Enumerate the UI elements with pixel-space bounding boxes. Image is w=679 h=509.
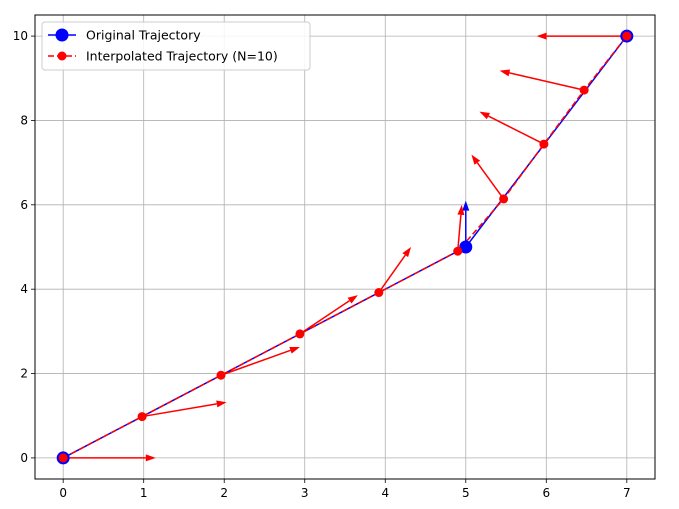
arrow-shaft <box>220 349 291 376</box>
x-tick-label: 5 <box>462 486 470 500</box>
legend-marker <box>57 51 67 61</box>
series-line <box>62 35 628 459</box>
direction-arrow <box>220 346 300 376</box>
plot-frame <box>34 14 656 480</box>
x-tick-label: 7 <box>623 486 631 500</box>
arrow-head <box>289 346 300 354</box>
arrow-head <box>499 69 511 77</box>
arrow-shaft <box>456 214 462 252</box>
arrow-shaft <box>476 162 505 200</box>
legend-label: Interpolated Trajectory (N=10) <box>86 49 278 64</box>
data-point <box>499 194 509 204</box>
arrow-head <box>402 247 412 258</box>
y-tick-label: 8 <box>20 113 28 127</box>
data-point <box>579 85 589 95</box>
data-point <box>216 370 226 380</box>
direction-arrow <box>141 400 227 418</box>
x-tick-label: 0 <box>59 486 67 500</box>
data-point <box>295 329 305 339</box>
data-point <box>622 31 632 41</box>
x-tick-label: 1 <box>140 486 148 500</box>
legend-box <box>41 21 311 71</box>
arrow-head <box>462 200 470 211</box>
arrow-head <box>536 32 547 40</box>
data-point <box>459 240 473 254</box>
direction-arrow <box>499 69 585 91</box>
direction-arrow <box>63 454 156 462</box>
legend-entry: Interpolated Trajectory (N=10) <box>48 49 278 64</box>
direction-arrow <box>471 154 505 200</box>
arrow-shaft <box>509 72 585 91</box>
legend: Original Trajectory Interpolated Trajecto… <box>41 21 311 71</box>
y-tick-label: 6 <box>20 198 28 212</box>
arrow-head <box>347 295 358 304</box>
direction-arrow <box>536 32 627 40</box>
direction-arrow <box>456 204 465 252</box>
legend-marker <box>55 28 69 42</box>
y-tick-label: 10 <box>13 29 28 43</box>
direction-arrow <box>479 111 545 145</box>
direction-arrows <box>63 32 627 462</box>
arrow-shaft <box>378 254 406 293</box>
x-tick-label: 2 <box>220 486 228 500</box>
arrow-head <box>145 454 156 462</box>
arrow-shaft <box>488 115 545 145</box>
direction-arrow <box>378 247 412 293</box>
arrow-shaft <box>141 403 217 418</box>
x-tick-label: 4 <box>381 486 389 500</box>
data-point <box>453 246 463 256</box>
legend-label: Original Trajectory <box>86 28 201 43</box>
y-tick-label: 2 <box>20 367 28 381</box>
direction-arrow <box>299 295 358 335</box>
axis-ticks: 0 1 2 3 4 5 6 7 0 2 4 6 8 10 <box>13 29 631 500</box>
arrow-head <box>471 154 481 165</box>
arrow-head <box>457 204 465 216</box>
arrow-head <box>479 111 490 120</box>
y-tick-label: 4 <box>20 282 28 296</box>
data-points <box>56 29 634 465</box>
arrow-head <box>216 400 227 408</box>
data-point <box>137 412 147 422</box>
x-tick-label: 3 <box>301 486 309 500</box>
y-tick-label: 0 <box>20 451 28 465</box>
data-point <box>539 139 549 149</box>
arrow-shaft <box>299 300 350 335</box>
x-tick-label: 6 <box>542 486 550 500</box>
data-point <box>58 453 68 463</box>
data-point <box>374 288 384 298</box>
legend-entry: Original Trajectory <box>48 28 201 43</box>
